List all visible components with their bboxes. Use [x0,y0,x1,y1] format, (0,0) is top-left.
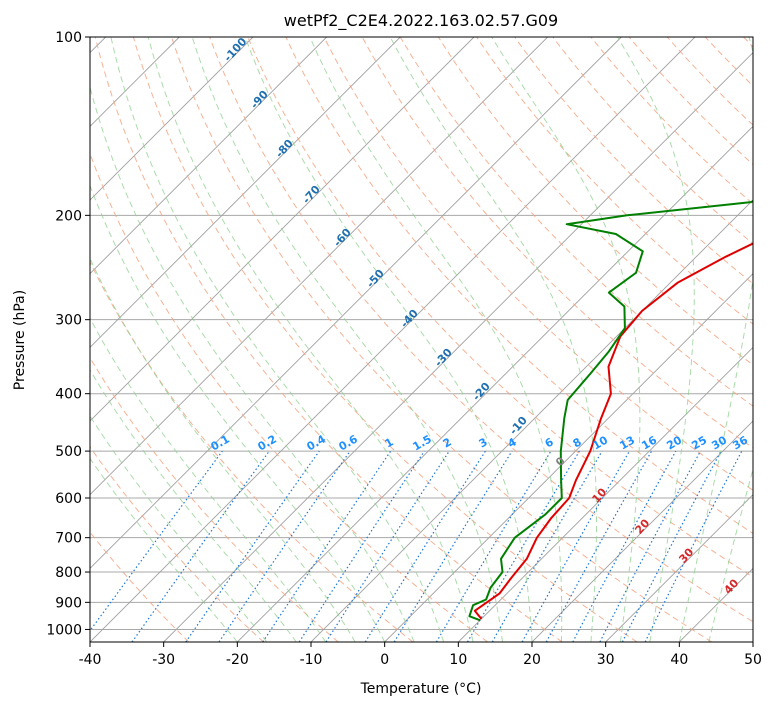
isotherm-line [90,37,475,422]
y-tick-label: 100 [55,30,82,46]
moist-adiabat-line [90,457,238,642]
y-tick-label: 500 [55,444,82,460]
dry-adiabat-line [514,37,753,285]
y-tick-label: 600 [55,491,82,507]
mixing-ratio-lines [90,450,743,642]
x-axis-label: Temperature (°C) [360,681,482,697]
moist-adiabat-line [90,369,297,642]
dewpoint-profile-line [468,200,753,622]
mixing-ratio-line [90,450,223,632]
dry-adiabat-line [209,37,753,623]
dry-adiabat-line [247,37,753,578]
temperature-profile-line [473,242,753,620]
moist-adiabat-line [147,37,474,642]
mixing-ratio-line [393,450,513,642]
x-tick-label: 50 [744,652,762,668]
isotherm-line [237,125,753,642]
isotherm-line [90,37,548,496]
moist-adiabat-line [491,37,641,642]
y-tick-label: 1000 [46,622,82,638]
x-tick-label: 30 [597,652,615,668]
isotherm-line [90,37,696,642]
y-tick-label: 200 [55,208,82,224]
isotherm-line [90,37,254,201]
x-tick-label: -20 [226,652,249,668]
mixing-ratio-line [521,450,631,642]
isotherm-line [384,273,753,642]
x-tick-label: 0 [380,652,389,668]
pressure-gridlines [90,37,753,630]
isotherm-line [90,37,622,569]
isotherm-line [752,641,753,642]
y-tick-label: 900 [55,595,82,611]
moist-adiabat-line [708,467,753,642]
moist-adiabat-line [90,184,386,642]
moist-adiabat-lines [90,37,753,642]
x-tick-label: 20 [523,652,541,668]
moist-adiabat-line [110,37,445,642]
x-tick-label: -30 [152,652,175,668]
sounding-profiles [468,200,753,622]
isotherm-line [163,52,753,642]
mixing-ratio-line [325,450,450,642]
dry-adiabat-line [323,37,753,491]
moist-adiabat-line [90,317,327,642]
dry-adiabat-line [476,37,753,325]
moist-adiabat-line [309,37,563,642]
y-tick-label: 300 [55,313,82,329]
x-tick-label: 40 [670,652,688,668]
moist-adiabat-line [244,37,533,642]
isotherm-line [90,37,401,348]
mixing-ratio-line [131,450,270,642]
plot-frame [89,36,754,643]
y-tick-label: 400 [55,387,82,403]
dry-adiabat-line [361,37,753,449]
y-tick-label: 700 [55,531,82,547]
mixing-ratio-line [545,450,653,642]
y-tick-label: 800 [55,565,82,581]
plot-background [90,37,753,642]
chart-title: wetPf2_C2E4.2022.163.02.57.G09 [284,11,558,31]
moist-adiabat-line [90,415,268,642]
dry-adiabat-line [399,37,753,407]
x-tick-label: -40 [79,652,102,668]
dry-adiabat-line [628,37,753,166]
moist-adiabat-line [191,37,503,642]
mixing-ratio-line [262,450,392,642]
dry-adiabat-line [90,446,264,642]
mixing-ratio-line [185,450,320,642]
dry-adiabat-line [132,37,638,642]
isotherm-line [605,494,753,642]
moist-adiabat-line [90,85,415,642]
mixing-ratio-line [218,450,351,642]
mixing-ratio-line [298,450,425,642]
moist-adiabat-line [90,257,356,642]
x-tick-label: 10 [449,652,467,668]
dry-adiabat-lines [90,37,753,642]
x-tick-label: -10 [300,652,323,668]
y-axis-label: Pressure (hPa) [12,290,28,390]
moist-adiabat-line [678,37,753,642]
moist-adiabat-line [389,37,597,642]
dry-adiabat-line [94,37,563,642]
isotherm-line [90,37,327,275]
moist-adiabat-line [616,37,695,642]
mixing-ratio-line [572,450,677,642]
mixing-ratio-line [644,450,743,642]
